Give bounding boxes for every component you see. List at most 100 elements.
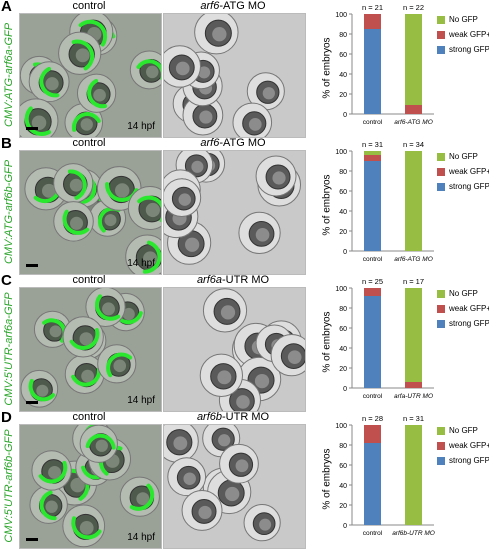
x-category-label: arf6-ATG MO — [394, 119, 433, 126]
embryo — [243, 504, 281, 542]
morpholino-suffix: -ATG MO — [219, 0, 266, 12]
morpholino-gene: arf6 — [200, 137, 220, 149]
gfp-signal — [71, 112, 101, 132]
gfp-signal — [129, 483, 155, 511]
morpholino-title: arf6-ATG MO — [163, 137, 303, 149]
n-label: n = 25 — [362, 277, 383, 286]
y-tick-label: 80 — [339, 306, 347, 313]
gfp-signal — [28, 378, 56, 402]
y-tick-label: 80 — [339, 32, 347, 39]
morpholino-photo — [163, 287, 306, 412]
bar-segment-weak-gfp — [405, 105, 422, 114]
embryo — [127, 186, 161, 230]
time-label: 14 hpf — [127, 532, 155, 543]
legend-item: No GFP — [437, 289, 489, 304]
gfp-signal — [67, 169, 87, 200]
x-category-label: control — [363, 393, 383, 400]
legend-label: strong GFP+ — [449, 182, 489, 191]
embryo — [181, 489, 223, 531]
control-photo: 14 hpf — [19, 13, 162, 138]
n-label: n = 21 — [362, 3, 383, 12]
time-label: 14 hpf — [127, 258, 155, 269]
construct-label: CMV:ATG-arf6a-GFP — [0, 13, 18, 136]
legend-swatch — [437, 442, 445, 450]
gfp-signal — [106, 352, 133, 378]
y-tick-label: 80 — [339, 443, 347, 450]
gfp-signal — [136, 59, 161, 81]
control-title: control — [72, 137, 106, 149]
legend-swatch — [437, 305, 445, 313]
x-category-label: control — [363, 119, 383, 126]
legend-item: No GFP — [437, 15, 489, 30]
embryo — [33, 310, 72, 348]
y-tick-label: 20 — [339, 503, 347, 510]
legend-swatch — [437, 320, 445, 328]
y-tick-label: 60 — [339, 189, 347, 196]
gfp-signal — [137, 195, 161, 223]
y-tick-label: 60 — [339, 52, 347, 59]
panel-d: D CMV:5'UTR-arf6b-GFP control arf6b-UTR MO 1… — [0, 409, 489, 549]
legend-swatch — [437, 427, 445, 435]
panel-letter: B — [1, 135, 12, 152]
gfp-signal — [71, 367, 101, 387]
legend: No GFP weak GFP+ strong GFP+ — [437, 152, 489, 197]
embryo — [79, 425, 118, 463]
legend-item: strong GFP+ — [437, 182, 489, 197]
construct-label-text: CMV:ATG-arf6b-GFP — [3, 159, 15, 264]
stacked-bar-chart: 0 20 40 60 80 100 n = 31 control n = 34 arf6-ATG … — [330, 137, 435, 279]
x-category-label: arf6-ATG MO — [394, 256, 433, 263]
legend-item: No GFP — [437, 152, 489, 167]
embryo — [202, 288, 248, 333]
n-label: n = 31 — [362, 140, 383, 149]
embryo — [28, 61, 70, 103]
legend-label: weak GFP+ — [449, 304, 489, 313]
control-photo: 14 hpf — [19, 424, 162, 549]
embryo — [125, 234, 161, 274]
gfp-signal — [39, 490, 57, 521]
legend-label: strong GFP+ — [449, 319, 489, 328]
bar-segment-no-gfp — [364, 151, 381, 155]
n-label: n = 31 — [403, 414, 424, 423]
legend-swatch — [437, 31, 445, 39]
y-tick-label: 100 — [335, 149, 347, 156]
construct-label: CMV:5'UTR-arf6a-GFP — [0, 287, 18, 410]
gfp-signal — [87, 78, 108, 109]
y-tick-label: 40 — [339, 346, 347, 353]
embryo — [219, 443, 259, 484]
construct-label: CMV:ATG-arf6b-GFP — [0, 150, 18, 273]
embryo — [164, 45, 201, 88]
legend-swatch — [437, 153, 445, 161]
y-tick-label: 40 — [339, 72, 347, 79]
control-photo: 14 hpf — [19, 150, 162, 275]
y-tick-label: 0 — [343, 523, 347, 530]
x-category-label: arfa-UTR MO — [394, 393, 433, 400]
panel-b: B CMV:ATG-arf6b-GFP control arf6-ATG MO 14 h… — [0, 135, 489, 275]
n-label: n = 28 — [362, 414, 383, 423]
morpholino-gene: arf6b — [196, 411, 223, 423]
embryo — [194, 14, 239, 55]
morpholino-title: arf6a-UTR MO — [163, 274, 303, 286]
legend-item: weak GFP+ — [437, 441, 489, 456]
legend-item: No GFP — [437, 426, 489, 441]
morpholino-photo — [163, 13, 306, 138]
control-photo: 14 hpf — [19, 287, 162, 412]
x-category-label: control — [363, 256, 383, 263]
y-tick-label: 100 — [335, 423, 347, 430]
n-label: n = 22 — [403, 3, 424, 12]
y-tick-label: 40 — [339, 483, 347, 490]
bar-segment-no-gfp — [405, 288, 422, 382]
legend-swatch — [437, 16, 445, 24]
legend-swatch — [437, 183, 445, 191]
time-label: 14 hpf — [127, 395, 155, 406]
y-tick-label: 20 — [339, 366, 347, 373]
legend-item: strong GFP+ — [437, 319, 489, 334]
morpholino-title: arf6-ATG MO — [163, 0, 303, 12]
morpholino-gene: arf6a — [196, 274, 223, 286]
embryo — [64, 103, 104, 137]
embryo — [167, 457, 207, 497]
control-title: control — [72, 0, 106, 12]
gfp-signal — [39, 66, 60, 98]
legend-label: No GFP — [449, 426, 478, 435]
embryo — [199, 353, 243, 397]
embryo — [129, 50, 161, 90]
